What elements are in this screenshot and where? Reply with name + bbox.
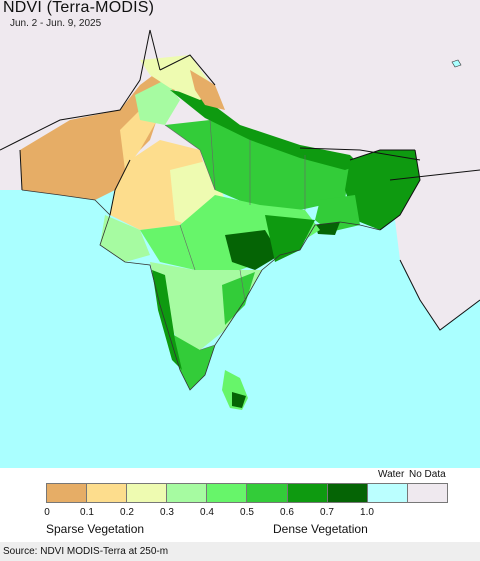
- legend-swatch: [247, 484, 288, 502]
- date-range: Jun. 2 - Jun. 9, 2025: [10, 18, 102, 29]
- legend-tick: 0.5: [240, 507, 254, 518]
- legend-swatch: [407, 484, 447, 502]
- legend-color-bar: [46, 483, 448, 503]
- legend-nodata-label: No Data: [409, 469, 446, 480]
- legend-dense-caption: Dense Vegetation: [273, 522, 368, 536]
- northeast-india: [345, 150, 420, 230]
- legend-swatch: [367, 484, 408, 502]
- ndvi-map: [0, 29, 480, 468]
- gulf-of-thailand-sea: [440, 300, 480, 468]
- legend-swatch: [327, 484, 368, 502]
- legend-tick: 0.7: [320, 507, 334, 518]
- gujarat-region: [100, 215, 150, 262]
- state-borders: [164, 119, 306, 351]
- footer-band: [0, 542, 480, 561]
- lake-marker: [451, 59, 462, 68]
- sri-lanka-dense: [232, 392, 246, 408]
- legend-swatch: [167, 484, 208, 502]
- legend-tick: 0.1: [80, 507, 94, 518]
- coastline: [21, 189, 381, 391]
- legend-tick: 0.4: [200, 507, 214, 518]
- map-panel: NDVI (Terra-MODIS) Jun. 2 - Jun. 9, 2025: [0, 0, 480, 468]
- legend-tick: 1.0: [360, 507, 374, 518]
- legend-sparse-caption: Sparse Vegetation: [46, 522, 145, 536]
- legend-swatch: [207, 484, 248, 502]
- legend-swatch: [87, 484, 128, 502]
- legend-swatch: [47, 484, 88, 502]
- tibet-china-land: [150, 30, 480, 170]
- punjab-green: [135, 80, 180, 125]
- southern-tip: [165, 330, 215, 390]
- ladakh-arid: [190, 70, 225, 110]
- bay-of-bengal: [245, 228, 440, 468]
- bangladesh: [315, 195, 360, 232]
- legend-swatch: [127, 484, 168, 502]
- country-borders: [0, 29, 480, 331]
- legend-tick: 0: [44, 507, 50, 518]
- afghanistan-iran-land: [0, 30, 150, 150]
- himalaya-dense: [170, 90, 360, 170]
- western-ghats: [152, 270, 182, 370]
- odisha-region: [265, 215, 315, 262]
- gangetic-plain: [165, 120, 350, 210]
- sundarbans: [315, 222, 340, 235]
- legend-water-label: Water: [378, 469, 405, 480]
- pakistan-region: [20, 70, 175, 200]
- source-note: Source: NDVI MODIS-Terra at 250-m: [3, 546, 169, 557]
- central-dense-patch: [225, 230, 280, 270]
- legend-tick: 0.6: [280, 507, 294, 518]
- legend-tick: 0.3: [160, 507, 174, 518]
- eastern-ghats: [222, 272, 255, 325]
- myanmar-land: [390, 170, 480, 330]
- map-title: NDVI (Terra-MODIS): [3, 0, 155, 16]
- legend-swatch: [287, 484, 328, 502]
- legend-tick: 0.2: [120, 507, 134, 518]
